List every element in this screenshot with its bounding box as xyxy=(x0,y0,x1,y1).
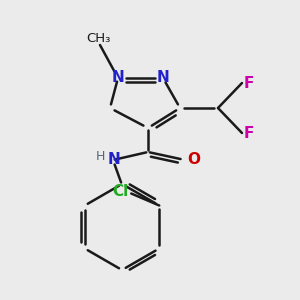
Text: CH₃: CH₃ xyxy=(86,32,110,44)
Text: H: H xyxy=(95,151,105,164)
Text: O: O xyxy=(188,152,200,166)
Text: N: N xyxy=(108,152,120,167)
Text: N: N xyxy=(112,70,124,86)
Text: Cl: Cl xyxy=(112,184,128,199)
Text: F: F xyxy=(244,76,254,91)
Text: N: N xyxy=(157,70,169,86)
Text: F: F xyxy=(244,125,254,140)
